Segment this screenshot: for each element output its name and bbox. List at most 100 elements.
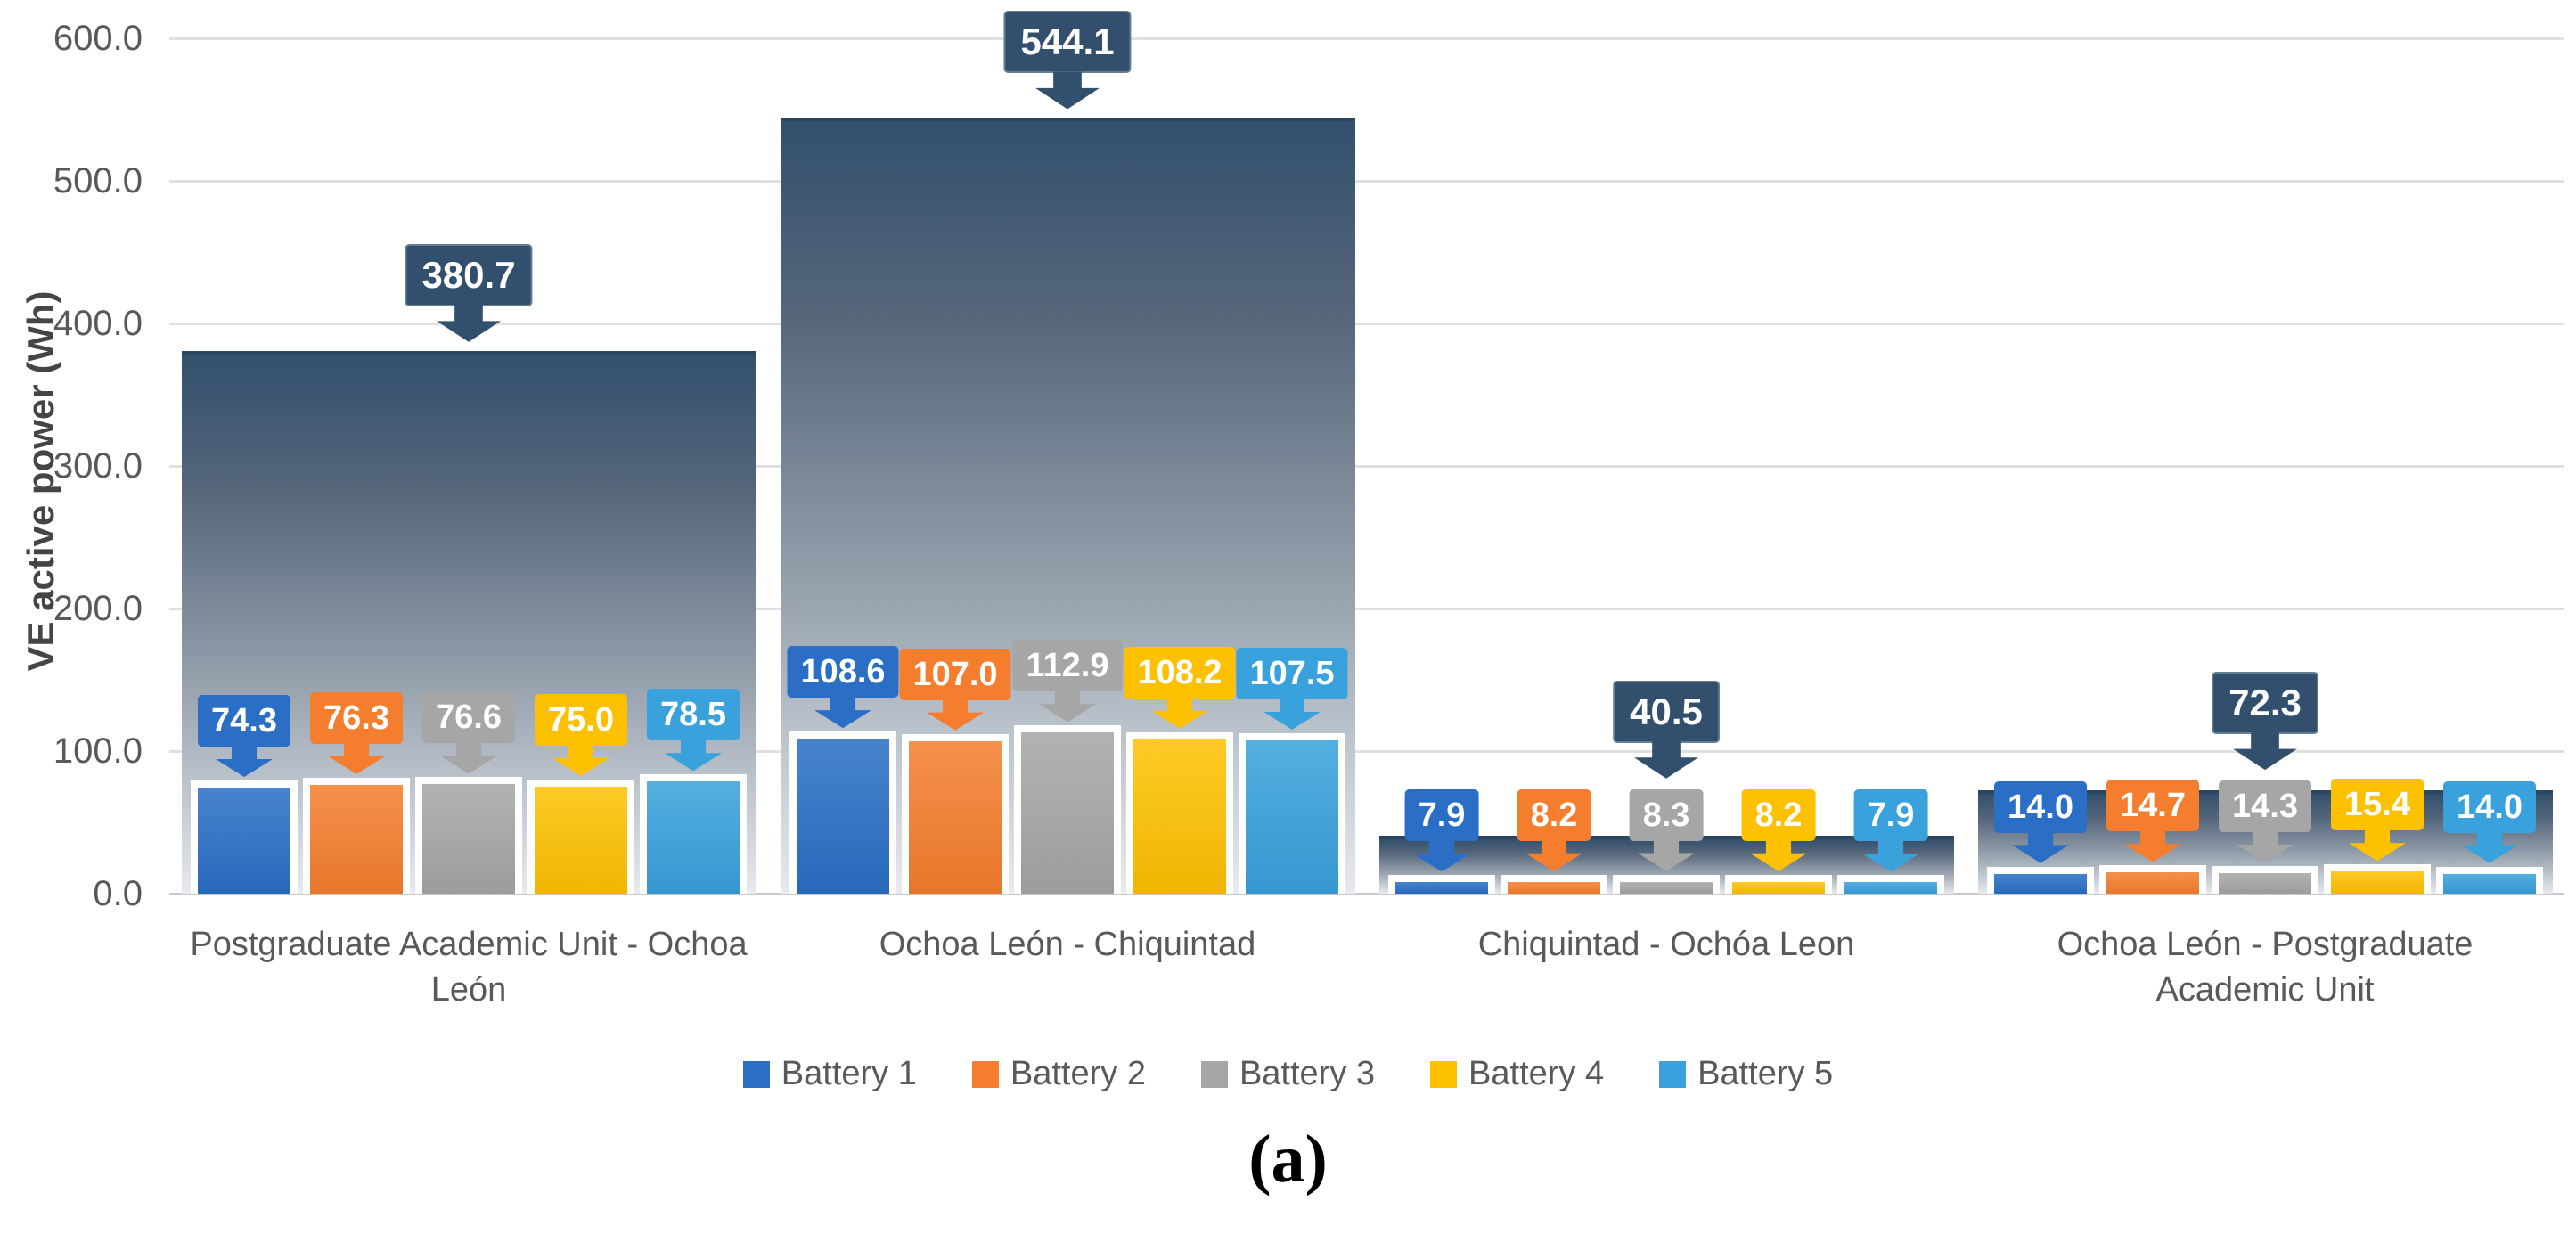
arrow-down-icon: [328, 741, 385, 774]
bar-battery-1: [1987, 866, 2094, 894]
value-callout-battery-2: 14.7: [2106, 780, 2199, 862]
value-callout-battery-5: 107.5: [1236, 648, 1348, 730]
arrow-down-icon: [1039, 690, 1096, 723]
legend: Battery 1 Battery 2 Battery 3 Battery 4 Batt…: [0, 1055, 2576, 1093]
legend-label: Battery 5: [1697, 1055, 1834, 1092]
value-callout-battery-2: 8.2: [1517, 789, 1591, 871]
bar-battery-1: [789, 731, 896, 894]
arrow-down-icon: [1412, 839, 1470, 872]
legend-swatch-icon: [742, 1060, 770, 1088]
value-callout-battery-3: 112.9: [1012, 640, 1123, 723]
value-label-box: 107.5: [1236, 648, 1348, 699]
gridline-200.0: [169, 608, 2564, 610]
legend-item-battery-4: Battery 4: [1430, 1055, 1604, 1093]
value-label-box: 7.9: [1404, 789, 1479, 842]
legend-label: Battery 2: [1010, 1055, 1146, 1092]
arrow-down-icon: [927, 698, 984, 731]
value-label-box: 380.7: [405, 243, 533, 306]
value-callout-battery-1: 7.9: [1404, 789, 1479, 872]
y-tick-label: 600.0: [53, 19, 143, 58]
bar-battery-2: [1501, 874, 1607, 894]
gridline-300.0: [169, 465, 2564, 468]
value-callout-battery-1: 108.6: [787, 646, 899, 729]
value-label-box: 8.2: [1741, 789, 1816, 841]
category-label: Ochoa León - Chiquintad: [879, 926, 1256, 963]
category-label: Chiquintad - Ochóa Leon: [1477, 926, 1855, 963]
value-label-box: 14.7: [2106, 780, 2199, 832]
arrow-down-icon: [2461, 830, 2518, 863]
y-tick-label: 300.0: [53, 446, 143, 486]
value-callout-battery-3: 76.6: [422, 691, 515, 774]
arrow-down-icon: [814, 696, 871, 729]
legend-label: Battery 4: [1468, 1055, 1605, 1092]
arrow-down-icon: [2012, 830, 2069, 863]
bar-battery-2: [303, 777, 410, 894]
legend-item-battery-5: Battery 5: [1659, 1055, 1833, 1093]
value-label-box: 76.3: [310, 691, 403, 744]
bar-battery-4: [527, 780, 634, 894]
value-label-box: 544.1: [1003, 11, 1132, 74]
legend-swatch-icon: [971, 1060, 999, 1088]
bar-battery-3: [415, 777, 522, 894]
value-label-box: 108.6: [787, 646, 899, 699]
bar-battery-4: [1126, 731, 1233, 894]
legend-swatch-icon: [1200, 1060, 1228, 1088]
value-callout-battery-5: 78.5: [647, 689, 740, 772]
value-label-box: 112.9: [1012, 640, 1123, 692]
gridline-0.0: [169, 893, 2564, 895]
arrow-down-icon: [1034, 71, 1100, 110]
bar-battery-5: [640, 774, 747, 894]
arrow-down-icon: [552, 744, 609, 776]
value-label-box: 75.0: [535, 694, 627, 746]
figure-caption: (a): [1248, 1122, 1328, 1197]
legend-swatch-icon: [1659, 1060, 1687, 1088]
legend-item-battery-1: Battery 1: [742, 1055, 917, 1093]
arrow-down-icon: [665, 739, 722, 772]
y-tick-label: 0.0: [93, 874, 143, 913]
arrow-down-icon: [1637, 838, 1695, 871]
bar-battery-5: [2436, 866, 2543, 894]
y-tick-label: 500.0: [53, 161, 143, 200]
value-callout-battery-4: 8.2: [1741, 789, 1816, 871]
gridline-500.0: [169, 180, 2564, 183]
value-callout-battery-3: 14.3: [2219, 780, 2311, 863]
value-label-box: 72.3: [2212, 672, 2318, 735]
category-label: Postgraduate Academic Unit - Ochoa León: [190, 926, 748, 1009]
legend-label: Battery 3: [1239, 1055, 1376, 1092]
value-callout-battery-2: 76.3: [310, 691, 403, 774]
arrow-down-icon: [2233, 732, 2297, 771]
y-tick-label: 400.0: [53, 304, 143, 343]
value-label-box: 7.9: [1853, 789, 1928, 842]
bar-battery-4: [1725, 874, 1832, 894]
total-callout: 544.1: [1003, 11, 1132, 110]
value-label-box: 78.5: [647, 689, 740, 741]
gridline-600.0: [169, 37, 2564, 40]
arrow-down-icon: [1525, 838, 1582, 871]
value-label-box: 108.2: [1124, 646, 1236, 699]
total-callout: 380.7: [405, 243, 533, 342]
value-callout-battery-1: 14.0: [1994, 780, 2087, 863]
bar-battery-3: [1014, 725, 1121, 894]
arrow-down-icon: [216, 745, 273, 778]
value-callout-battery-1: 74.3: [198, 695, 290, 778]
legend-item-battery-3: Battery 3: [1200, 1055, 1376, 1093]
bar-battery-5: [1239, 733, 1345, 894]
legend-label: Battery 1: [781, 1055, 917, 1092]
y-tick-label: 100.0: [53, 731, 143, 771]
value-label-box: 8.3: [1629, 789, 1704, 841]
value-callout-battery-3: 8.3: [1629, 789, 1704, 871]
value-label-box: 14.0: [2443, 780, 2536, 833]
value-label-box: 107.0: [899, 648, 1011, 700]
arrow-down-icon: [2237, 830, 2294, 863]
value-callout-battery-5: 7.9: [1853, 789, 1928, 872]
bar-battery-3: [2212, 866, 2318, 894]
value-label-box: 14.0: [1994, 780, 2087, 833]
value-label-box: 40.5: [1613, 680, 1720, 743]
arrow-down-icon: [1634, 740, 1698, 779]
gridline-100.0: [169, 750, 2564, 753]
value-label-box: 8.2: [1517, 789, 1591, 841]
total-callout: 40.5: [1613, 680, 1720, 779]
arrow-down-icon: [1263, 698, 1321, 730]
arrow-down-icon: [1861, 839, 1919, 872]
bar-battery-3: [1613, 874, 1720, 894]
